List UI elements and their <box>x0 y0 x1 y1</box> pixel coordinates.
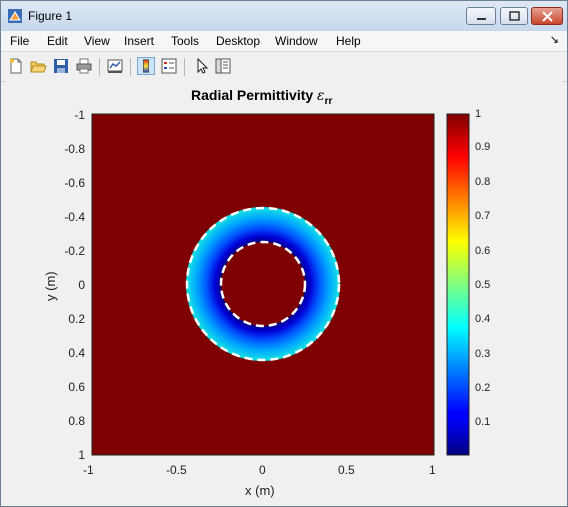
menu-bar: File Edit View Insert Tools Desktop Wind… <box>1 31 567 51</box>
y-tick-label: -0.2 <box>64 244 85 258</box>
menu-help[interactable]: Help <box>336 34 361 48</box>
colorbar-tick-label: 1 <box>475 108 482 120</box>
x-axis-label: x (m) <box>245 483 275 498</box>
minimize-icon <box>477 18 486 20</box>
plot-title: Radial Permittivity εrr <box>191 87 332 107</box>
menu-tools[interactable]: Tools <box>171 34 200 48</box>
x-tick-label: -1 <box>83 463 94 477</box>
colorbar-tick-label: 0.5 <box>475 279 491 291</box>
colorbar-gradient <box>447 114 469 455</box>
toolbar-separator <box>130 58 131 76</box>
colorbar-icon[interactable] <box>137 57 155 75</box>
x-tick-label: 0 <box>259 463 266 477</box>
y-tick-label: -0.4 <box>64 210 85 224</box>
plot-title-symbol: ε <box>317 88 325 104</box>
inner-boundary-circle <box>219 240 307 328</box>
maximize-button[interactable] <box>500 7 528 25</box>
y-tick-label: -0.6 <box>64 176 85 190</box>
legend-icon[interactable] <box>160 57 178 75</box>
colorbar-tick-label: 0.3 <box>475 348 491 360</box>
y-tick-label: 0.4 <box>68 346 85 360</box>
menu-insert[interactable]: Insert <box>124 34 155 48</box>
menu-edit[interactable]: Edit <box>47 34 68 48</box>
print-icon[interactable] <box>75 57 93 75</box>
toolbar-separator <box>99 58 100 76</box>
window-title: Figure 1 <box>28 9 73 23</box>
colorbar-tick-label: 0.2 <box>475 382 491 394</box>
outer-boundary-circle <box>185 206 341 362</box>
plot-title-text: Radial Permittivity <box>191 87 318 103</box>
close-button[interactable] <box>531 7 563 25</box>
x-tick-label: 1 <box>429 463 436 477</box>
close-icon <box>542 11 553 22</box>
save-icon[interactable] <box>52 57 70 75</box>
y-axis-label: y (m) <box>43 271 58 301</box>
figure-toolbar <box>1 51 567 82</box>
y-tick-label: 0 <box>78 278 85 292</box>
colorbar-tick-label: 0.4 <box>475 313 491 325</box>
maximize-icon <box>509 11 520 21</box>
property-inspector-icon[interactable] <box>214 57 232 75</box>
title-bar[interactable]: Figure 1 <box>1 1 567 31</box>
x-tick-label: 0.5 <box>338 463 355 477</box>
colorbar <box>446 113 470 456</box>
menu-desktop[interactable]: Desktop <box>216 34 261 48</box>
colorbar-tick-label: 0.1 <box>475 416 491 428</box>
plot-title-subscript: rr <box>324 95 333 107</box>
y-tick-label: -1 <box>74 108 85 122</box>
plot-svg <box>91 113 470 456</box>
colorbar-tick-label: 0.9 <box>475 141 491 153</box>
toolbar-separator <box>184 58 185 76</box>
open-file-icon[interactable] <box>29 57 47 75</box>
y-tick-label: 0.6 <box>68 380 85 394</box>
y-tick-label: 0.2 <box>68 312 85 326</box>
minimize-button[interactable] <box>466 7 496 25</box>
colorbar-tick-label: 0.7 <box>475 210 491 222</box>
menu-view[interactable]: View <box>84 34 110 48</box>
y-tick-label: 1 <box>78 448 85 462</box>
colorbar-tick-label: 0.8 <box>475 176 491 188</box>
dock-arrow-icon[interactable]: ↘ <box>549 34 559 46</box>
heatmap-inner-region <box>221 242 305 326</box>
edit-plot-pointer-icon[interactable] <box>193 57 211 75</box>
colorbar-frame <box>446 113 470 456</box>
y-tick-label: 0.8 <box>68 414 85 428</box>
menu-window[interactable]: Window <box>275 34 318 48</box>
heatmap-axes <box>91 113 435 456</box>
matlab-figure-icon <box>8 9 22 23</box>
y-tick-label: -0.8 <box>64 142 85 156</box>
axes-frame <box>91 113 435 456</box>
new-figure-icon[interactable] <box>7 57 25 75</box>
colorbar-tick-label: 0.6 <box>475 245 491 257</box>
figure-canvas: Radial Permittivity εrr <box>5 81 563 502</box>
link-plot-icon[interactable] <box>106 57 124 75</box>
menu-file[interactable]: File <box>10 34 30 48</box>
x-tick-label: -0.5 <box>166 463 187 477</box>
